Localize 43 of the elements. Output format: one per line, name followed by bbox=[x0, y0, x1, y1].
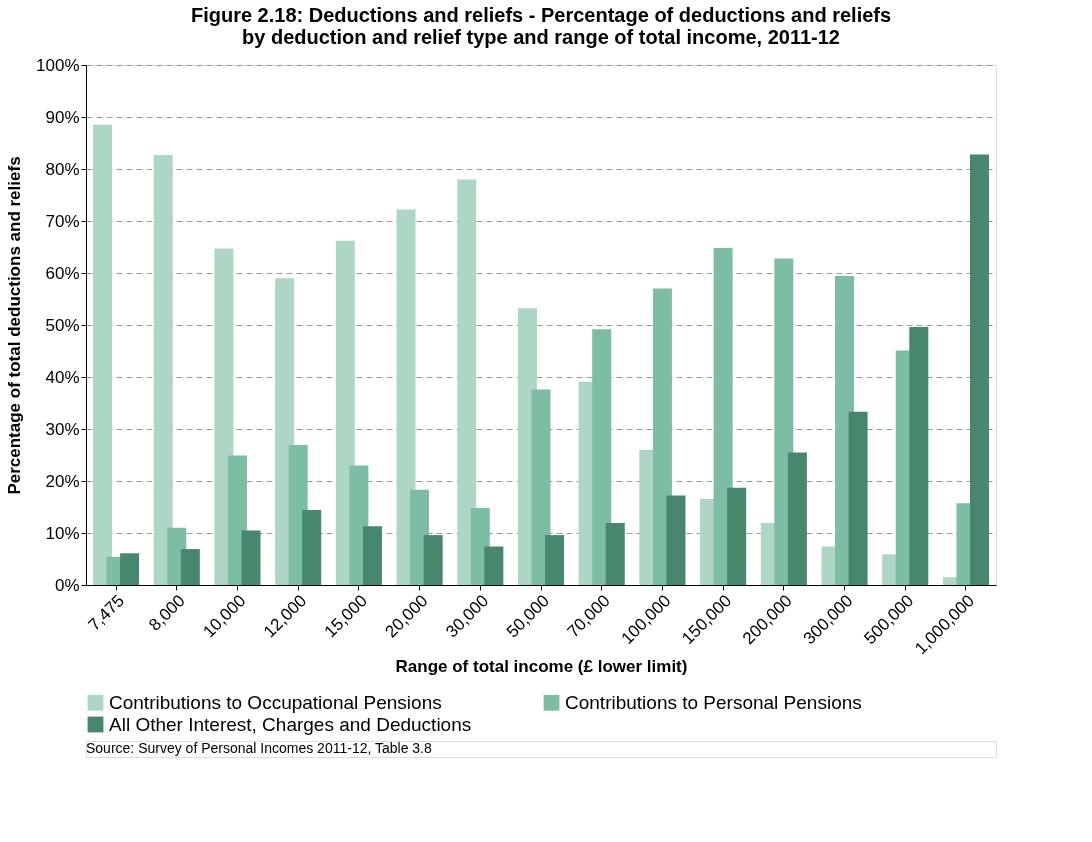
text: Figure 2.18: Deductions and reliefs - Percentage of deductions and reliefs bbox=[190, 4, 892, 26]
bar bbox=[302, 510, 322, 585]
bar bbox=[362, 526, 382, 585]
bar bbox=[92, 124, 112, 585]
y-tick-label: 90% bbox=[45, 107, 80, 127]
y-tick-label: 20% bbox=[45, 471, 80, 491]
bar bbox=[396, 209, 416, 585]
bar bbox=[848, 411, 868, 585]
bar bbox=[666, 495, 686, 585]
legend-label: All Other Interest, Charges and Deductions bbox=[109, 713, 472, 735]
y-tick-label: 100% bbox=[36, 55, 80, 75]
bar bbox=[970, 154, 990, 585]
bar bbox=[713, 248, 733, 585]
bar bbox=[531, 389, 551, 585]
y-tick-label: 40% bbox=[45, 367, 80, 387]
bar bbox=[423, 535, 443, 585]
legend-label: Contributions to Occupational Pensions bbox=[109, 691, 442, 713]
y-tick-label: 10% bbox=[45, 523, 80, 543]
text: by deduction and relief type and range of total income, 2011-12 bbox=[242, 26, 840, 48]
y-axis-title: Percentage of total deductions and reliefs bbox=[5, 156, 25, 495]
bar bbox=[592, 329, 612, 585]
bar bbox=[153, 154, 173, 585]
bar bbox=[605, 523, 625, 585]
bar bbox=[120, 553, 140, 585]
source-note: Source: Survey of Personal Incomes 2011-12, Table 3.8 bbox=[86, 740, 433, 756]
bar bbox=[457, 179, 477, 585]
bar bbox=[545, 535, 565, 585]
y-tick-label: 70% bbox=[45, 211, 80, 231]
bar bbox=[727, 487, 747, 585]
bar bbox=[787, 452, 807, 585]
y-tick-label: 0% bbox=[54, 575, 80, 595]
y-tick-label: 60% bbox=[45, 263, 80, 283]
x-axis-title: Range of total income (£ lower limit) bbox=[395, 657, 688, 677]
legend-label: Contributions to Personal Pensions bbox=[565, 691, 862, 713]
bar bbox=[484, 546, 504, 585]
y-tick-label: 30% bbox=[45, 419, 80, 439]
y-tick-label: 80% bbox=[45, 159, 80, 179]
bar bbox=[214, 248, 234, 585]
bar bbox=[909, 327, 929, 585]
bar bbox=[180, 549, 200, 585]
bar bbox=[652, 288, 672, 585]
bar bbox=[241, 530, 261, 585]
y-tick-label: 50% bbox=[45, 315, 80, 335]
